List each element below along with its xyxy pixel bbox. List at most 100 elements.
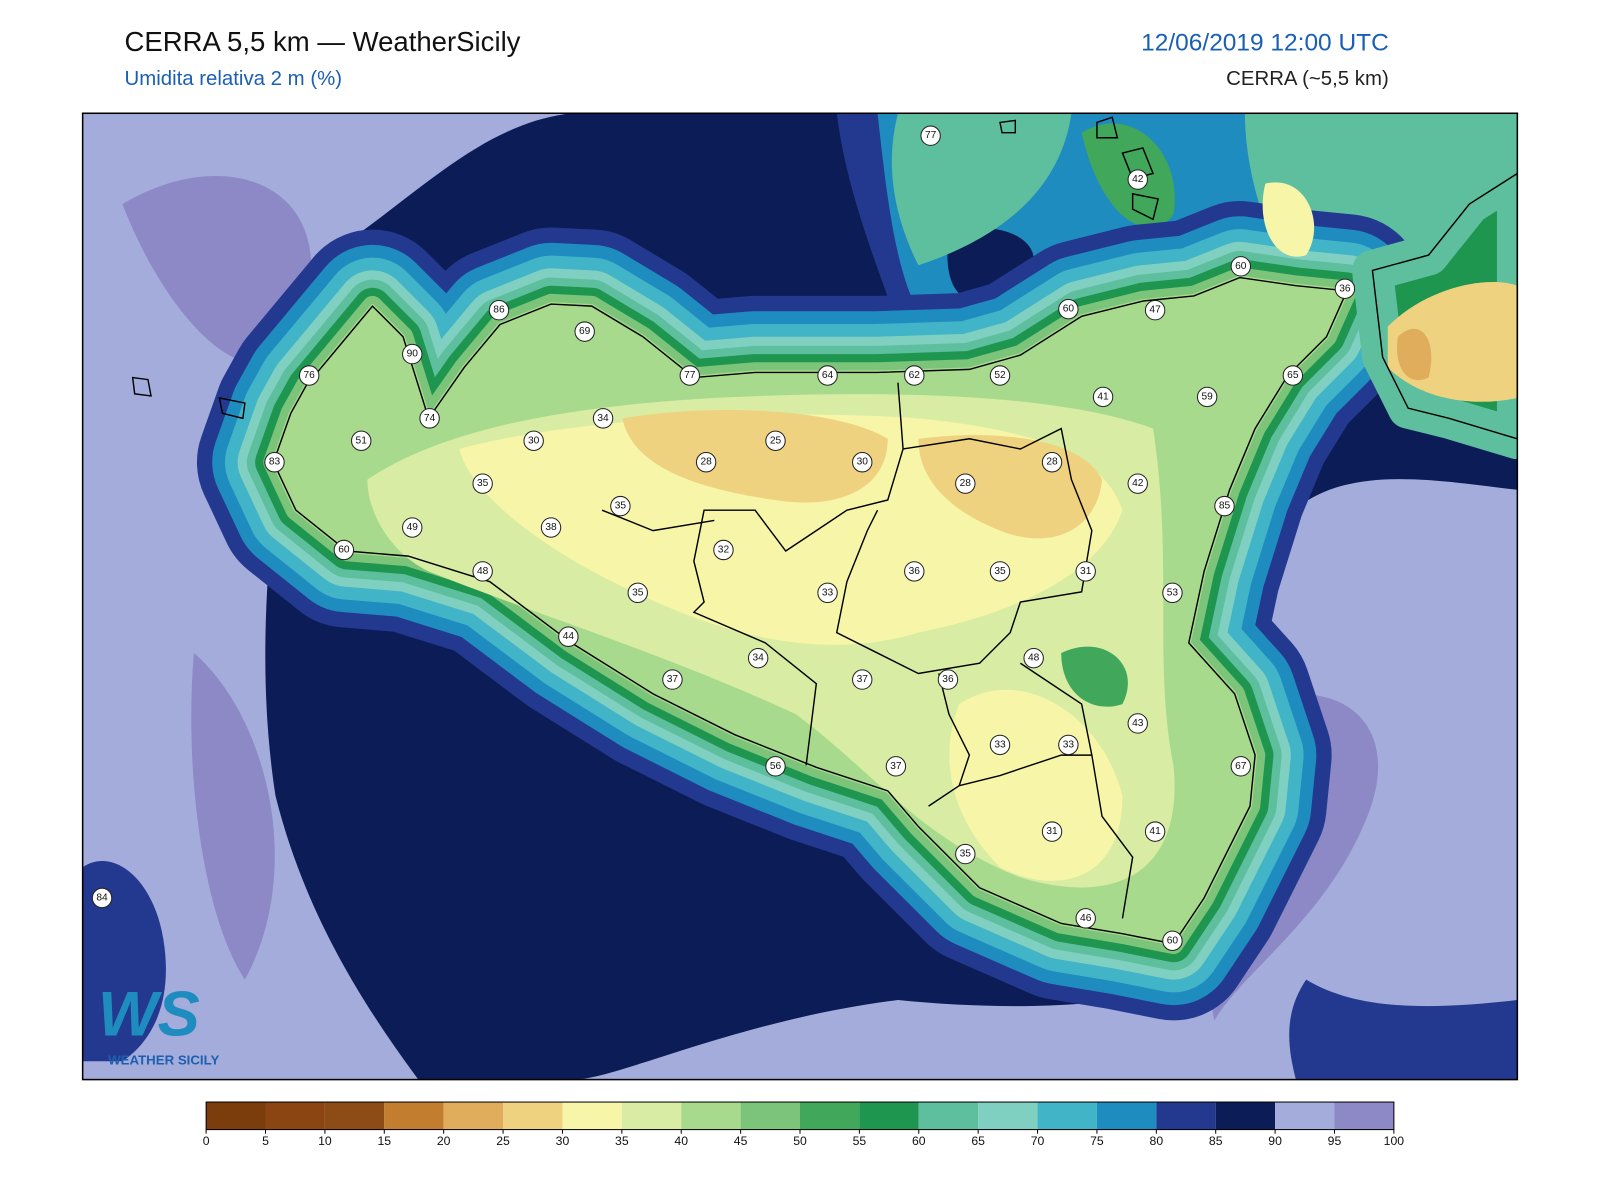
colorbar-segment <box>918 1102 979 1130</box>
station: 47 <box>1144 300 1166 321</box>
station-marker <box>472 473 493 494</box>
station: 36 <box>1334 278 1356 299</box>
colorbar-segment <box>503 1102 563 1130</box>
station-marker <box>402 517 423 538</box>
logo-mark: WS <box>98 980 200 1050</box>
station: 52 <box>989 365 1011 386</box>
station: 69 <box>574 321 595 342</box>
station-value: 60 <box>1235 261 1247 272</box>
station-value: 32 <box>718 545 730 556</box>
station-value: 51 <box>356 435 368 446</box>
station-value: 30 <box>528 435 540 446</box>
station-value: 69 <box>579 326 591 337</box>
station-marker <box>1127 473 1148 494</box>
station-marker <box>679 365 700 386</box>
station-value: 42 <box>1132 478 1144 489</box>
station-value: 35 <box>960 849 972 860</box>
station-marker <box>747 647 769 669</box>
station-marker <box>419 408 440 429</box>
station-value: 33 <box>994 739 1006 750</box>
station-marker <box>1162 930 1183 952</box>
station-marker <box>713 539 734 561</box>
station-marker <box>1230 256 1252 277</box>
station: 62 <box>904 365 925 386</box>
station-labels: 77 42 60 36 86 60 47 69 90 76 77 64 62 52 41 59 65 74 34 51… <box>91 125 1356 952</box>
station-value: 52 <box>994 370 1006 381</box>
station: 31 <box>1075 561 1096 582</box>
station: 36 <box>937 669 959 690</box>
station: 28 <box>955 473 976 494</box>
station-value: 28 <box>1046 457 1058 468</box>
station-value: 47 <box>1149 305 1161 316</box>
station-marker <box>765 756 786 777</box>
station: 49 <box>402 517 423 538</box>
station-marker <box>920 125 941 146</box>
subtitle: Umidita relativa 2 m (%) <box>124 68 342 90</box>
colorbar-tick-label: 100 <box>1384 1134 1405 1148</box>
station-marker <box>1023 647 1044 669</box>
station: 60 <box>1058 298 1079 320</box>
station: 90 <box>402 343 423 365</box>
colorbar-tick-label: 60 <box>912 1134 926 1148</box>
station-marker <box>1127 169 1148 190</box>
station-marker <box>1214 495 1235 517</box>
station: 42 <box>1127 169 1148 190</box>
station: 30 <box>523 430 544 452</box>
station-marker <box>523 430 544 452</box>
station: 33 <box>989 734 1011 756</box>
station-marker <box>610 495 631 517</box>
station: 36 <box>904 561 925 582</box>
colorbar-segment <box>324 1102 385 1130</box>
station-marker <box>298 365 320 386</box>
station-marker <box>662 669 683 690</box>
station-marker <box>1144 821 1166 842</box>
station-marker <box>1075 908 1096 929</box>
station-value: 46 <box>1080 913 1092 924</box>
station-value: 56 <box>770 761 782 772</box>
station: 84 <box>91 887 113 909</box>
station: 35 <box>472 473 493 494</box>
colorbar-segment <box>800 1102 860 1130</box>
colorbar-segment <box>1037 1102 1097 1130</box>
station-marker <box>989 365 1011 386</box>
station-value: 84 <box>96 892 108 903</box>
colorbar-segment <box>621 1102 682 1130</box>
station-marker <box>472 561 493 582</box>
colorbar-tick-label: 15 <box>377 1134 391 1148</box>
colorbar-segment <box>265 1102 325 1130</box>
station-value: 35 <box>615 501 627 512</box>
station-value: 28 <box>700 457 712 468</box>
station-marker <box>1075 561 1096 582</box>
station: 60 <box>1230 256 1252 277</box>
station-value: 60 <box>1167 935 1179 946</box>
station-marker <box>817 582 838 604</box>
colorbar-tick-label: 40 <box>674 1134 688 1148</box>
station-value: 34 <box>597 413 609 424</box>
colorbar-tick-label: 65 <box>971 1134 985 1148</box>
station: 30 <box>852 452 873 473</box>
station-value: 83 <box>269 457 281 468</box>
station-marker <box>1041 452 1063 473</box>
station-marker <box>1092 386 1114 408</box>
station: 28 <box>695 452 717 473</box>
station: 59 <box>1196 386 1218 408</box>
station-marker <box>1282 365 1304 386</box>
colorbar-tick-label: 30 <box>556 1134 570 1148</box>
colorbar-tick-label: 0 <box>203 1134 210 1148</box>
station: 34 <box>592 408 614 429</box>
map-frame <box>81 112 1519 1081</box>
station-value: 35 <box>994 566 1006 577</box>
station-value: 43 <box>1132 718 1144 729</box>
station-value: 31 <box>1080 566 1092 577</box>
colorbar-segment <box>562 1102 622 1130</box>
map: 77 42 60 36 86 60 47 69 90 76 77 64 62 52 41 59 65 74 34 51… <box>82 113 1518 1080</box>
colorbar-segment <box>384 1102 444 1130</box>
station: 37 <box>662 669 683 690</box>
station-marker <box>627 582 648 604</box>
station: 42 <box>1127 473 1148 494</box>
station-value: 41 <box>1097 391 1109 402</box>
station-value: 67 <box>1235 761 1247 772</box>
station: 83 <box>264 452 285 473</box>
